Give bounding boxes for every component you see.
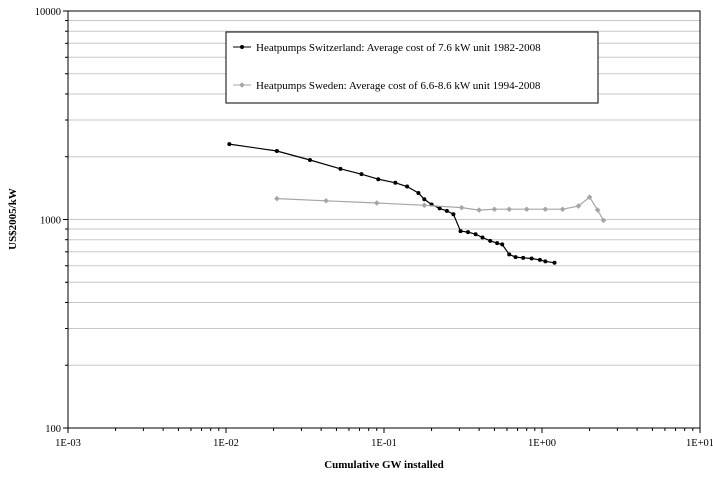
data-point bbox=[500, 242, 504, 246]
data-point bbox=[560, 206, 566, 212]
data-point bbox=[524, 206, 530, 212]
data-point bbox=[323, 198, 329, 204]
data-point bbox=[476, 207, 482, 213]
data-point bbox=[445, 209, 449, 213]
series-layer bbox=[227, 142, 606, 265]
data-point bbox=[459, 229, 463, 233]
data-point bbox=[514, 255, 518, 259]
data-point bbox=[474, 232, 478, 236]
x-tick-label: 1E-03 bbox=[55, 438, 81, 449]
data-point bbox=[393, 181, 397, 185]
data-point bbox=[553, 261, 557, 265]
data-point bbox=[422, 197, 426, 201]
data-point bbox=[543, 259, 547, 263]
data-point bbox=[601, 218, 607, 224]
data-point bbox=[359, 172, 363, 176]
data-point bbox=[530, 257, 534, 261]
data-point bbox=[451, 212, 455, 216]
data-point bbox=[338, 167, 342, 171]
data-point bbox=[480, 235, 484, 239]
data-point bbox=[227, 142, 231, 146]
legend: Heatpumps Switzerland: Average cost of 7… bbox=[226, 32, 598, 103]
legend-label-sweden: Heatpumps Sweden: Average cost of 6.6-8.… bbox=[256, 80, 541, 92]
data-point bbox=[488, 239, 492, 243]
x-tick-label: 1E-01 bbox=[371, 438, 397, 449]
data-point bbox=[538, 258, 542, 262]
data-point bbox=[543, 206, 549, 212]
data-point bbox=[492, 206, 498, 212]
y-tick-label: 100 bbox=[45, 424, 61, 435]
x-tick-label: 1E+00 bbox=[528, 438, 556, 449]
y-axis-title: US$2005/kW bbox=[7, 188, 19, 250]
data-point bbox=[459, 205, 465, 211]
data-point bbox=[506, 206, 512, 212]
data-point bbox=[308, 158, 312, 162]
data-point bbox=[405, 184, 409, 188]
y-tick-label: 10000 bbox=[35, 7, 61, 18]
data-point bbox=[507, 252, 511, 256]
x-axis-title: Cumulative GW installed bbox=[324, 459, 444, 471]
data-point bbox=[422, 202, 428, 208]
data-point bbox=[416, 191, 420, 195]
legend-marker-switzerland bbox=[240, 45, 244, 49]
data-point bbox=[438, 206, 442, 210]
data-point bbox=[374, 200, 380, 206]
legend-label-switzerland: Heatpumps Switzerland: Average cost of 7… bbox=[256, 42, 541, 54]
data-point bbox=[274, 196, 280, 202]
x-tick-label: 1E+01 bbox=[686, 438, 713, 449]
data-point bbox=[466, 230, 470, 234]
data-point bbox=[521, 256, 525, 260]
data-point bbox=[275, 149, 279, 153]
data-point bbox=[376, 177, 380, 181]
x-tick-label: 1E-02 bbox=[213, 438, 239, 449]
y-tick-label: 1000 bbox=[40, 216, 61, 227]
data-point bbox=[495, 241, 499, 245]
